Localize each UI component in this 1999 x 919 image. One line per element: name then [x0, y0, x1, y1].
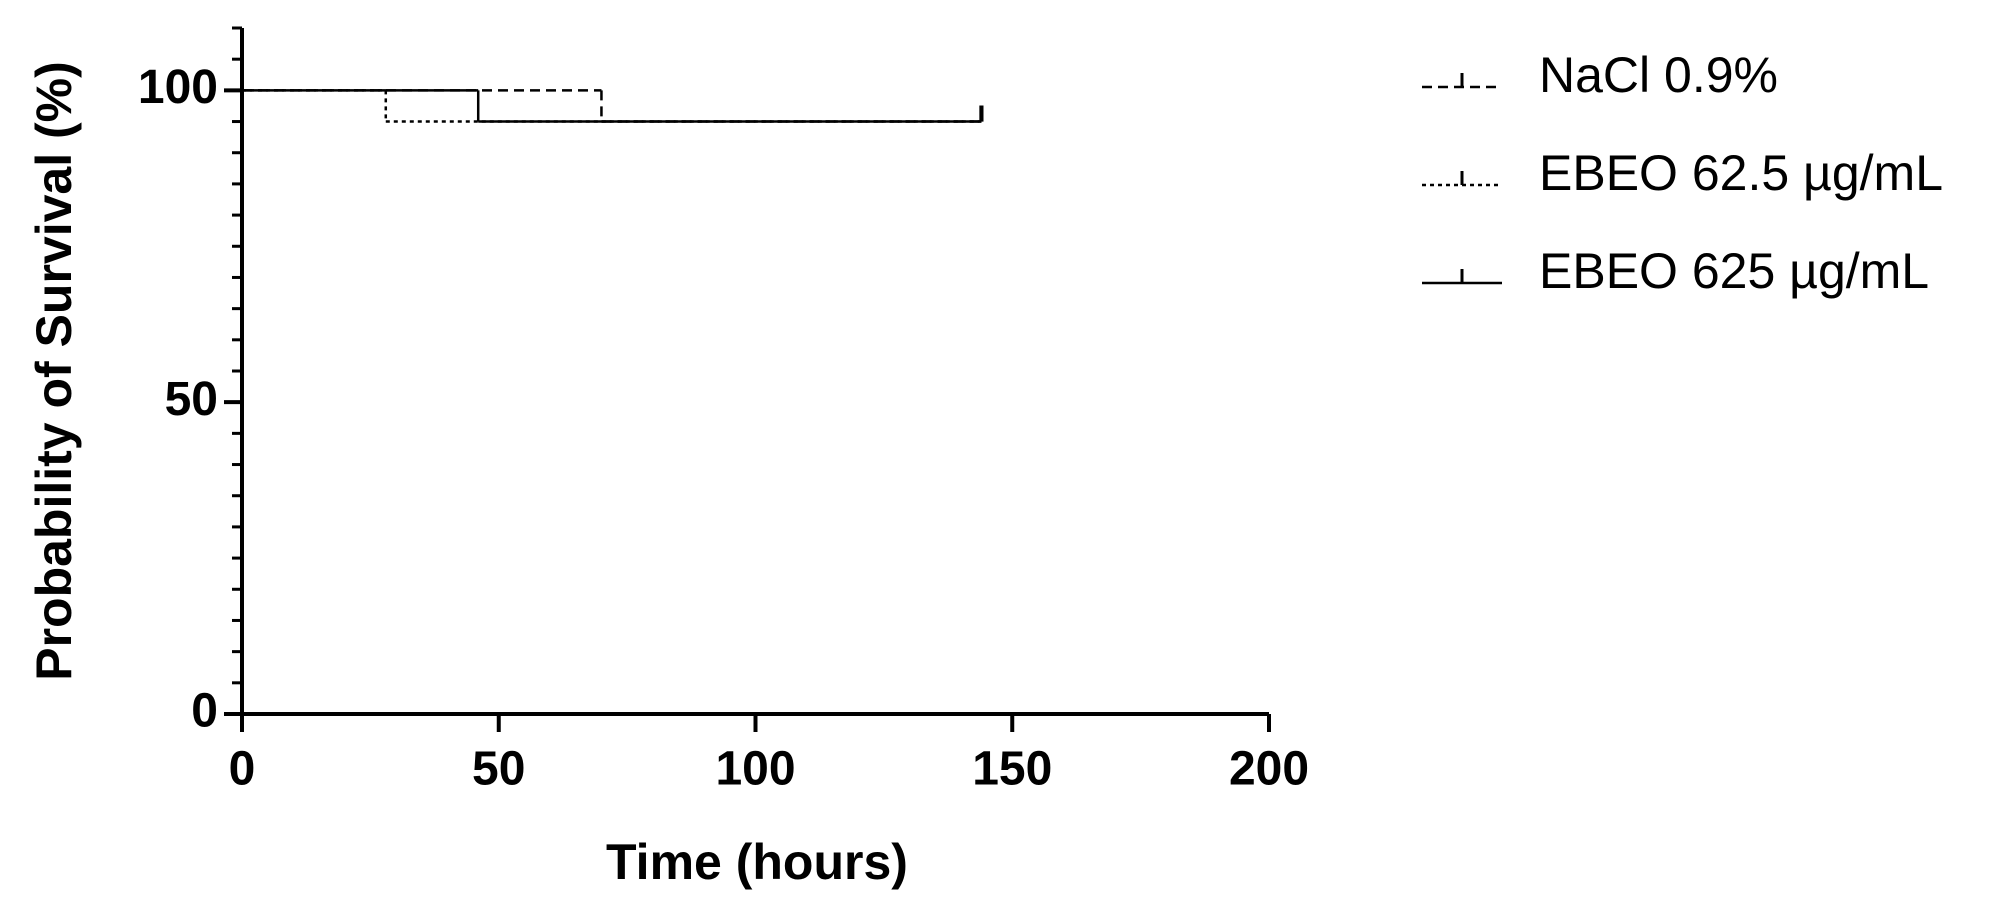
x-tick-label: 0	[229, 743, 256, 796]
legend-label: EBEO 62.5 µg/mL	[1539, 145, 1943, 201]
x-tick-label: 150	[972, 743, 1052, 796]
x-tick-label: 50	[472, 743, 525, 796]
y-axis-title: Probability of Survival (%)	[26, 61, 82, 681]
x-axis-title: Time (hours)	[606, 834, 908, 890]
y-tick-label: 50	[165, 373, 218, 426]
x-tick-label: 100	[715, 743, 795, 796]
x-tick-label: 200	[1229, 743, 1309, 796]
legend-label: EBEO 625 µg/mL	[1539, 243, 1929, 299]
y-tick-label: 100	[138, 61, 218, 114]
legend-label: NaCl 0.9%	[1539, 47, 1778, 103]
y-tick-label: 0	[191, 685, 218, 738]
